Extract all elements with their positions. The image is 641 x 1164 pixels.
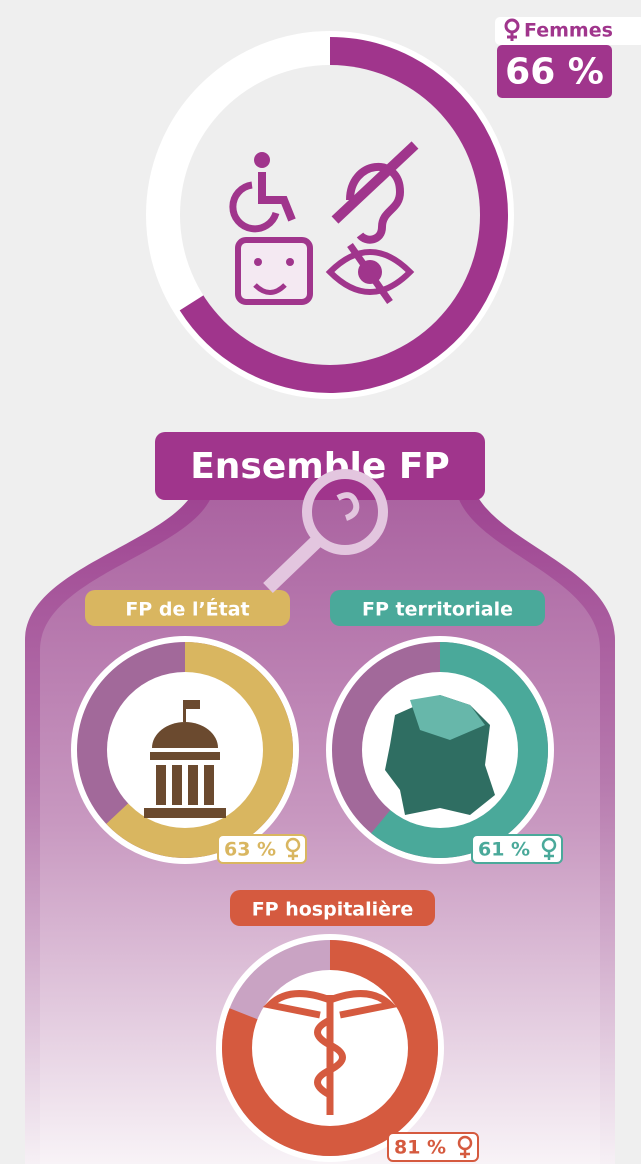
value-label: 61 % <box>478 839 530 861</box>
female-symbol <box>288 851 298 860</box>
legend-box <box>495 17 641 45</box>
building-icon <box>144 700 226 818</box>
value-label: 66 % <box>505 52 604 93</box>
donut-arc <box>106 642 293 858</box>
value-label: 63 % <box>224 839 276 861</box>
value-label: 81 % <box>394 1137 446 1159</box>
value-box <box>387 1132 479 1162</box>
female-symbol <box>544 851 554 860</box>
title-box <box>230 890 435 926</box>
magnifier-icon <box>263 469 388 594</box>
caduceus-icon <box>262 990 398 1115</box>
value-box <box>471 834 563 864</box>
female-symbol <box>507 32 517 41</box>
chart-title: FP de l’État <box>125 598 249 621</box>
title-box <box>155 432 485 500</box>
donut-center <box>107 672 263 828</box>
donut-arc <box>371 642 548 858</box>
title-box <box>85 590 290 626</box>
female-symbol <box>460 1149 470 1158</box>
donut-arc <box>179 37 508 393</box>
donut-arc <box>222 940 438 1156</box>
chart-title: FP hospitalière <box>252 899 414 921</box>
legend-label: Femmes <box>524 20 613 42</box>
value-box <box>497 45 612 98</box>
disability-icons <box>229 141 419 305</box>
title-box <box>330 590 545 626</box>
donut-center <box>180 65 480 365</box>
chart-title: FP territoriale <box>362 599 513 621</box>
map-icon <box>385 695 495 815</box>
value-box <box>217 834 307 864</box>
